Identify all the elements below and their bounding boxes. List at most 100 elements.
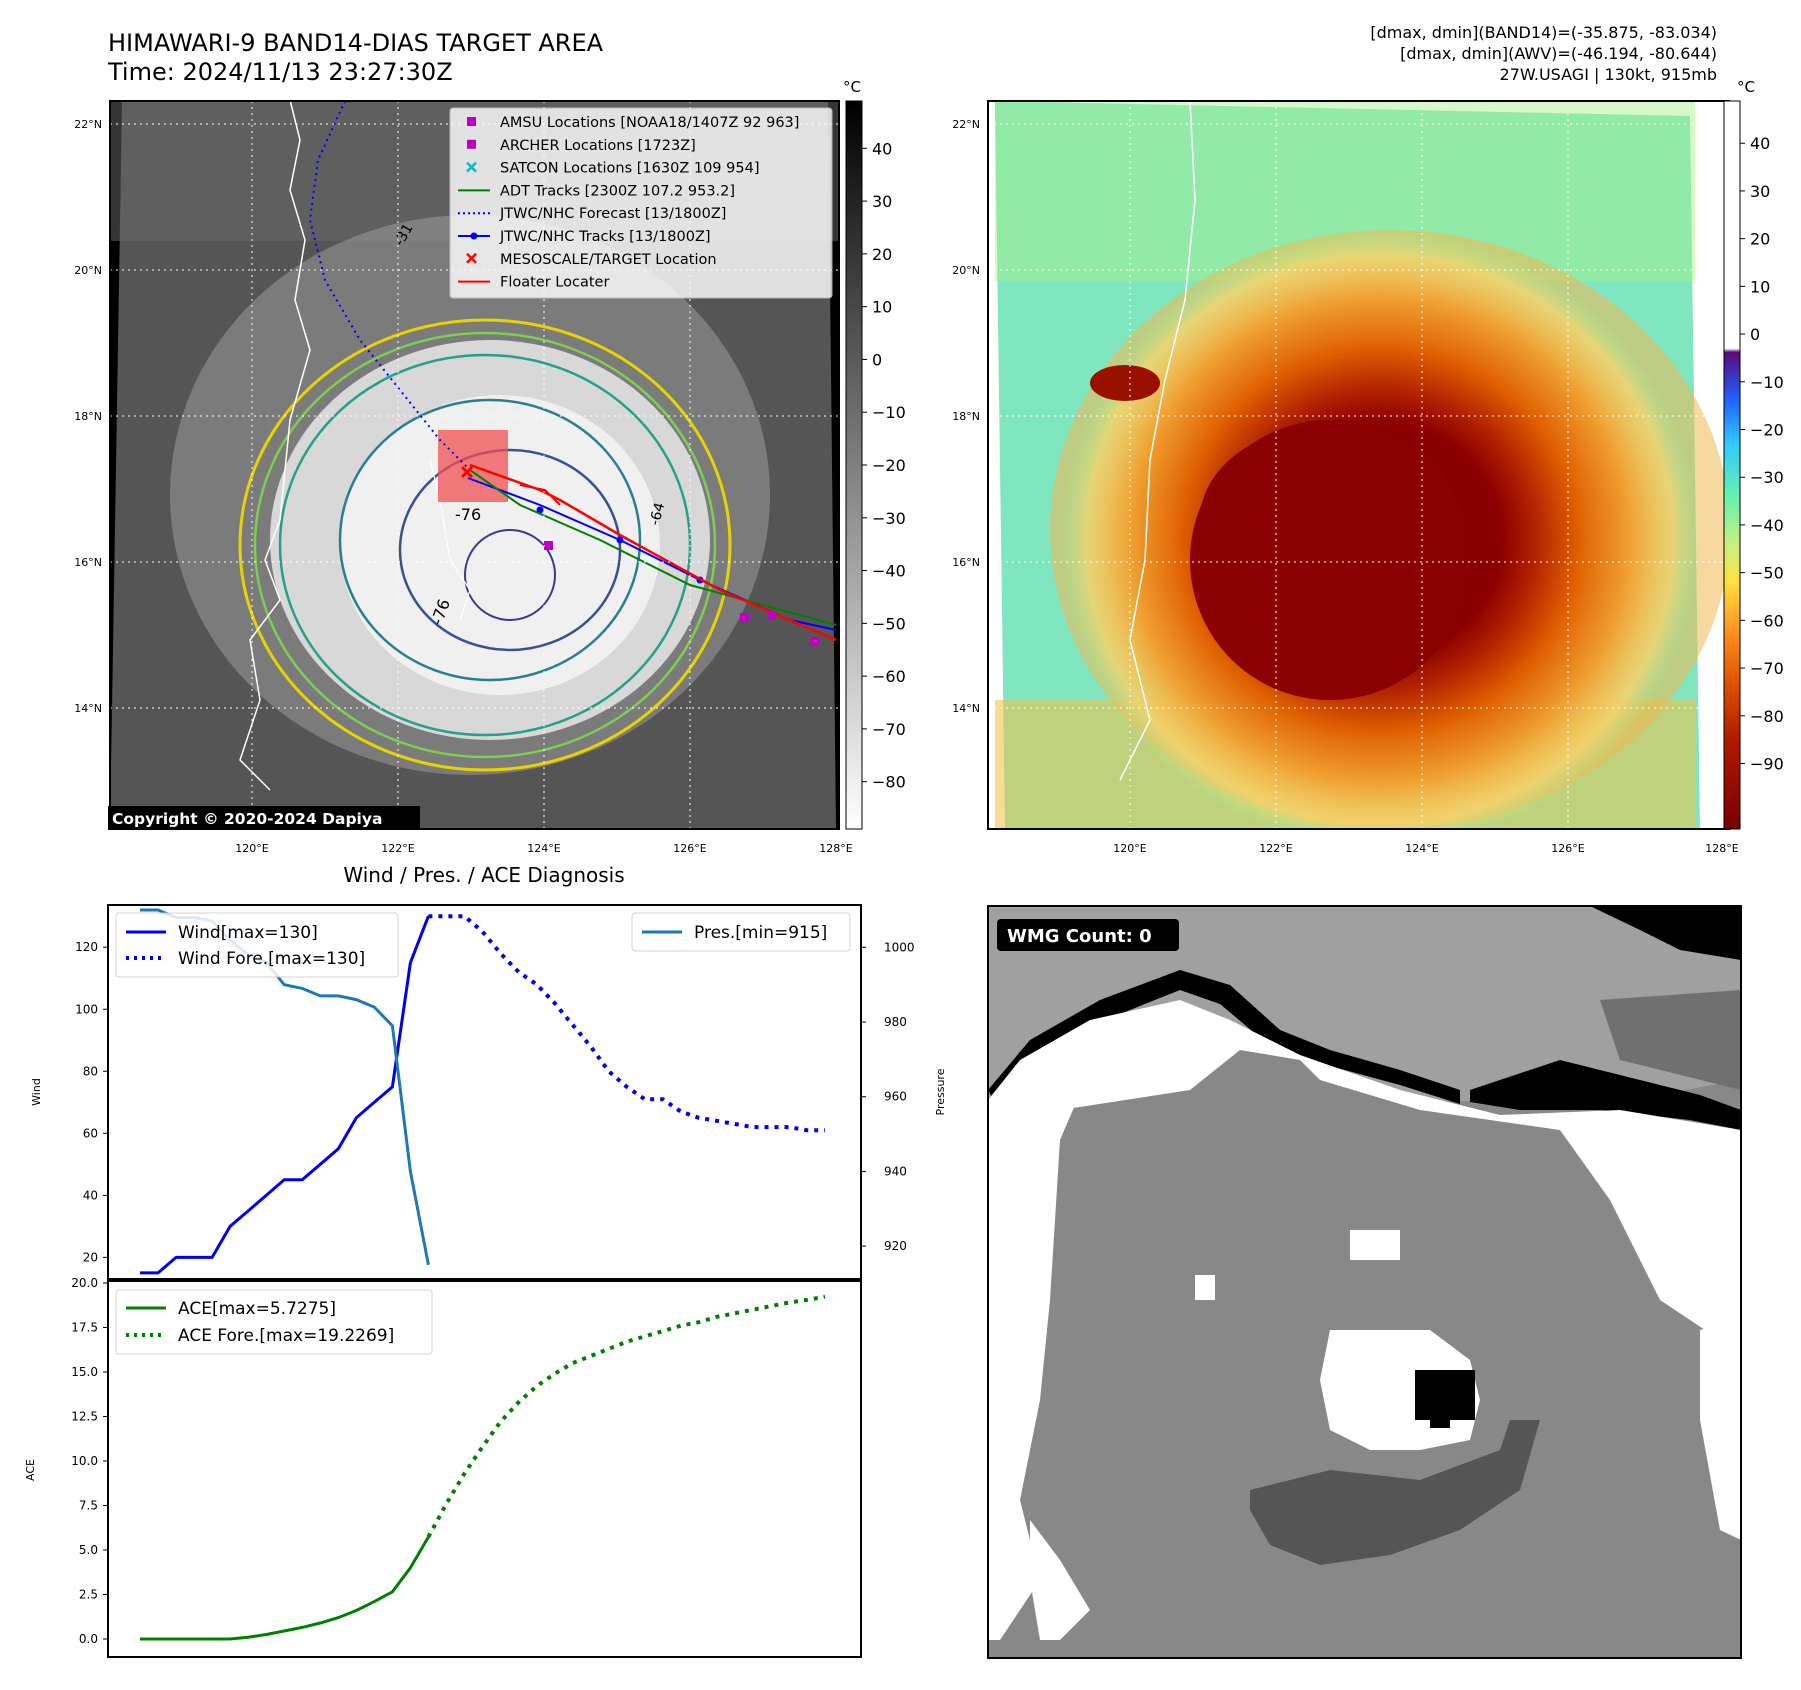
legend-item: Floater Locater xyxy=(458,275,609,291)
legend-item: MESOSCALE/TARGET Location xyxy=(466,252,717,268)
wmg-panel: WMG Count: 0 xyxy=(987,905,1742,1659)
wmg-white-region xyxy=(988,1000,1741,1340)
awv-colorbar-unit: °C xyxy=(1737,78,1755,96)
svg-text:126°E: 126°E xyxy=(673,842,706,855)
svg-text:20°N: 20°N xyxy=(74,264,102,277)
colorbar-tick-label: 40 xyxy=(872,139,892,158)
ace-tick-label: 2.5 xyxy=(79,1587,98,1601)
ace-tick-label: 0.0 xyxy=(79,1632,98,1646)
legend-label: JTWC/NHC Tracks [13/1800Z] xyxy=(499,229,711,245)
ace-fore-legend-label: ACE Fore.[max=19.2269] xyxy=(178,1326,394,1346)
colorbar-tick-label: −90 xyxy=(1750,754,1784,773)
colorbar-tick-label: 30 xyxy=(872,192,892,211)
colorbar-tick-label: −40 xyxy=(1750,516,1784,535)
legend-label: SATCON Locations [1630Z 109 954] xyxy=(500,161,759,177)
info-storm: 27W.USAGI | 130kt, 915mb xyxy=(1500,65,1717,84)
timestamp: Time: 2024/11/13 23:27:30Z xyxy=(107,58,453,86)
awv-colorbar: °C 40 30 20 10 0 −10 −20 −30 −40 −50 −60 −70 −80 −90 xyxy=(1723,78,1784,830)
colorbar-tick-label: 20 xyxy=(1750,230,1770,249)
wind-tick-label: 100 xyxy=(75,1002,98,1016)
ace-legend: ACE[max=5.7275] ACE Fore.[max=19.2269] xyxy=(115,1289,433,1355)
info-awv: [dmax, dmin](AWV)=(-46.194, -80.644) xyxy=(1400,44,1717,63)
pressure-tick-label: 1000 xyxy=(884,940,915,954)
ir-map-panel: -76 -76 -64 -31 AMSU Locations [NOAA18/1… xyxy=(74,78,906,855)
wind-fore-legend-label: Wind Fore.[max=130] xyxy=(178,949,365,969)
ace-series-line xyxy=(140,1536,430,1641)
amsu-marker xyxy=(740,613,749,622)
ace-tick-label: 12.5 xyxy=(71,1409,98,1423)
legend-item: ADT Tracks [2300Z 107.2 953.2] xyxy=(458,183,735,199)
colorbar-tick-label: −70 xyxy=(1750,659,1784,678)
coastline xyxy=(239,101,311,791)
ace-tick-label: 17.5 xyxy=(71,1320,98,1334)
wind-forecast-series-line xyxy=(428,914,825,1133)
pressure-tick-label: 940 xyxy=(884,1164,907,1178)
wind-series-line xyxy=(409,915,430,964)
wind-tick-label: 80 xyxy=(83,1064,98,1078)
colorbar-tick-label: −60 xyxy=(1750,611,1784,630)
map-legend: AMSU Locations [NOAA18/1407Z 92 963] ARCH… xyxy=(449,107,833,299)
svg-text:22°N: 22°N xyxy=(74,118,102,131)
wmg-lower-arc xyxy=(1250,1420,1540,1565)
wind-tick-label: 20 xyxy=(83,1250,98,1264)
svg-text:128°E: 128°E xyxy=(819,842,852,855)
copyright-text: Copyright © 2020-2024 Dapiya xyxy=(112,810,382,828)
legend-label: JTWC/NHC Forecast [13/1800Z] xyxy=(499,206,726,222)
legend-item: SATCON Locations [1630Z 109 954] xyxy=(466,161,759,177)
ace-tick-label: 15.0 xyxy=(71,1365,98,1379)
legend-label: ADT Tracks [2300Z 107.2 953.2] xyxy=(500,183,735,199)
awv-gridlines xyxy=(988,101,1729,829)
ir-lon-labels: 120°E 122°E 124°E 126°E 128°E xyxy=(235,842,852,855)
colorbar-tick-label: 30 xyxy=(1750,182,1770,201)
pressure-legend: Pres.[min=915] xyxy=(631,912,851,952)
legend-item: JTWC/NHC Forecast [13/1800Z] xyxy=(458,206,726,222)
legend-marker-square xyxy=(467,117,476,126)
colorbar-tick-label: −20 xyxy=(872,456,906,475)
colorbar-tick-label: −40 xyxy=(872,562,906,581)
svg-text:120°E: 120°E xyxy=(235,842,268,855)
archer-marker xyxy=(544,541,553,550)
info-band14: [dmax, dmin](BAND14)=(-35.875, -83.034) xyxy=(1370,23,1717,42)
pressure-tick-label: 920 xyxy=(884,1239,907,1253)
svg-text:14°N: 14°N xyxy=(74,702,102,715)
svg-text:128°E: 128°E xyxy=(1705,842,1738,855)
colorbar-tick-label: −50 xyxy=(1750,564,1784,583)
ace-tick-label: 20.0 xyxy=(71,1276,98,1290)
awv-map-panel: 22°N 20°N 18°N 16°N 14°N 120°E 122°E 124… xyxy=(952,78,1784,855)
contour-label: -64 xyxy=(647,501,668,527)
wind-legend-label: Wind[max=130] xyxy=(178,923,318,943)
colorbar-tick-label: −60 xyxy=(872,667,906,686)
awv-lon-labels: 120°E 122°E 124°E 126°E 128°E xyxy=(1113,842,1738,855)
ir-colorbar: °C 40 30 20 10 0 −10 −20 −30 −40 −50 −60 −70 −80 xyxy=(843,78,906,830)
pressure-legend-label: Pres.[min=915] xyxy=(694,923,827,943)
pressure-tick-label: 980 xyxy=(884,1015,907,1029)
svg-text:126°E: 126°E xyxy=(1551,842,1584,855)
awv-coastline xyxy=(1119,101,1196,781)
colorbar-tick-label: 0 xyxy=(872,350,882,369)
wind-tick-label: 60 xyxy=(83,1126,98,1140)
target-marker xyxy=(460,465,474,479)
colorbar-tick-label: 20 xyxy=(872,245,892,264)
colorbar-tick-label: −10 xyxy=(1750,373,1784,392)
ace-tick-label: 7.5 xyxy=(79,1498,98,1512)
copyright-badge: Copyright © 2020-2024 Dapiya xyxy=(108,806,420,830)
legend-marker-square xyxy=(467,139,476,149)
ir-lat-labels: 22°N 20°N 18°N 16°N 14°N xyxy=(74,118,102,715)
colorbar-tick-label: −10 xyxy=(872,403,906,422)
svg-text:16°N: 16°N xyxy=(952,556,980,569)
wind-legend: Wind[max=130] Wind Fore.[max=130] xyxy=(115,912,399,978)
legend-item: JTWC/NHC Tracks [13/1800Z] xyxy=(458,229,711,245)
colorbar-tick-label: −80 xyxy=(872,773,906,792)
colorbar-tick-label: −70 xyxy=(872,720,906,739)
colorbar-tick-label: −30 xyxy=(872,509,906,528)
jtwc-track xyxy=(467,477,837,631)
ace-legend-label: ACE[max=5.7275] xyxy=(178,1299,336,1319)
legend-label: ARCHER Locations [1723Z] xyxy=(500,138,696,154)
ace-chart: 0.0 2.5 5.0 7.5 10.0 12.5 15.0 17.5 20.0 ACE ACE… xyxy=(24,1276,862,1658)
colorbar-tick-label: −50 xyxy=(872,614,906,633)
svg-text:122°E: 122°E xyxy=(1259,842,1292,855)
svg-text:16°N: 16°N xyxy=(74,556,102,569)
ir-colorbar-unit: °C xyxy=(843,78,861,96)
contour-ring-outer xyxy=(238,318,732,772)
